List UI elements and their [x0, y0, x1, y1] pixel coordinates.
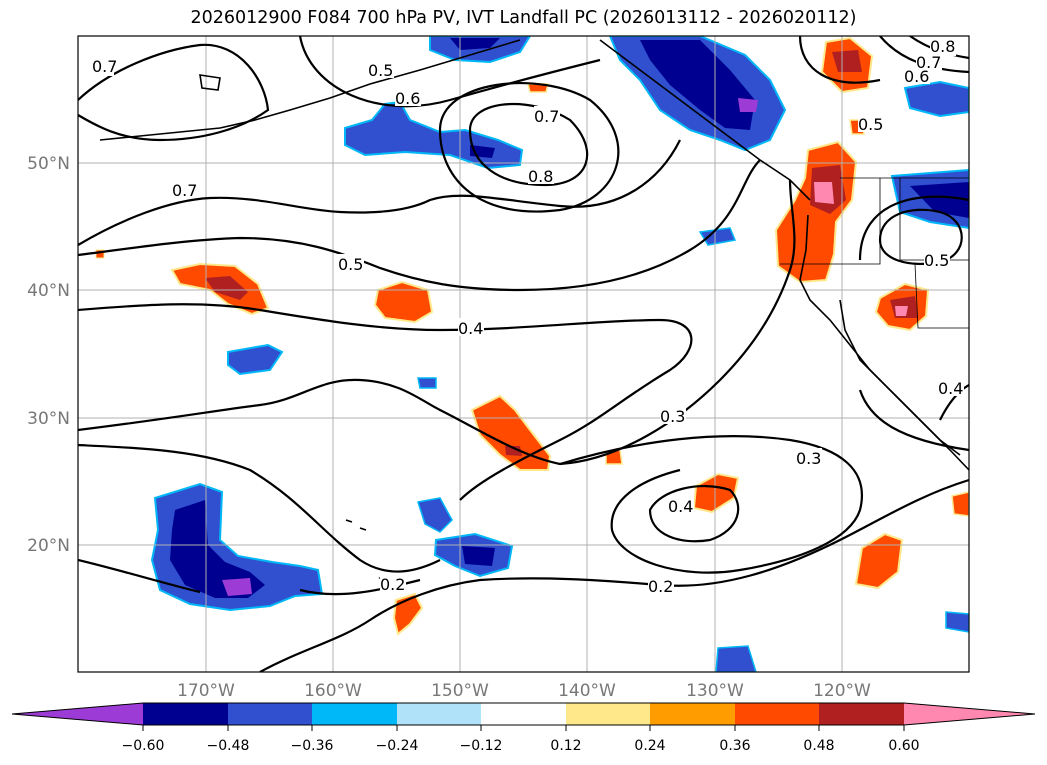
colorbar-bin — [312, 703, 397, 725]
lon-label-160w: 160°W — [304, 681, 362, 701]
pv-shading — [95, 36, 969, 672]
lon-label-140w: 140°W — [558, 681, 616, 701]
contour-label: 0.4 — [458, 319, 483, 338]
contour-label: 0.5 — [338, 255, 363, 274]
contour-label: 0.7 — [534, 107, 559, 126]
colorbar-bin — [228, 703, 312, 725]
colorbar-tick: −0.60 — [122, 738, 165, 754]
colorbar-bin — [566, 703, 650, 725]
colorbar-bin — [650, 703, 735, 725]
contour-label: 0.7 — [92, 57, 117, 76]
contour-label: 0.6 — [904, 67, 929, 86]
lon-label-170w: 170°W — [177, 681, 235, 701]
lat-label-20n: 20°N — [27, 536, 70, 556]
colorbar-extend-right — [904, 703, 1035, 725]
contour-label: 0.5 — [858, 115, 883, 134]
contour-label: 0.3 — [660, 407, 685, 426]
lon-label-150w: 150°W — [431, 681, 489, 701]
lat-labels: 50°N 40°N 30°N 20°N — [27, 154, 70, 556]
colorbar-bin — [819, 703, 904, 725]
plot-frame — [77, 35, 970, 673]
contour-labels: 0.7 0.5 0.6 0.7 0.8 0.7 0.5 0.4 0.3 0.3 … — [92, 37, 964, 596]
map-title: 2026012900 F084 700 hPa PV, IVT Landfall… — [190, 8, 857, 28]
contour-label: 0.7 — [916, 53, 941, 72]
contour-label: 0.3 — [796, 449, 821, 468]
contour-label: 0.8 — [930, 37, 955, 56]
colorbar-bin — [143, 703, 228, 725]
colorbar-tick: 0.48 — [803, 738, 834, 754]
colorbar-bin — [481, 703, 566, 725]
lat-label-50n: 50°N — [27, 154, 70, 174]
colorbar-extend-left — [12, 703, 143, 725]
colorbar-tick: −0.48 — [207, 738, 250, 754]
colorbar-tick: 0.12 — [550, 738, 581, 754]
colorbar-tick: −0.24 — [376, 738, 419, 754]
colorbar: −0.60 −0.48 −0.36 −0.24 −0.12 0.12 0.24 … — [11, 702, 1036, 754]
contour-label: 0.8 — [528, 167, 553, 186]
colorbar-tick: −0.12 — [460, 738, 503, 754]
contour-label: 0.5 — [924, 251, 949, 270]
contour-label: 0.4 — [668, 497, 693, 516]
lat-label-40n: 40°N — [27, 281, 70, 301]
contour-label: 0.6 — [395, 89, 420, 108]
lon-label-130w: 130°W — [686, 681, 744, 701]
contour-label: 0.2 — [648, 577, 673, 596]
contour-label: 0.5 — [368, 61, 393, 80]
colorbar-bin — [735, 703, 819, 725]
lon-label-120w: 120°W — [813, 681, 871, 701]
colorbar-tick: 0.36 — [719, 738, 750, 754]
lon-labels: 170°W 160°W 150°W 140°W 130°W 120°W — [177, 681, 871, 701]
colorbar-tick: 0.60 — [888, 738, 919, 754]
colorbar-bin — [397, 703, 481, 725]
lat-label-30n: 30°N — [27, 409, 70, 429]
contour-label: 0.2 — [380, 575, 405, 594]
colorbar-tick: −0.36 — [291, 738, 334, 754]
colorbar-tick: 0.24 — [634, 738, 665, 754]
contour-label: 0.4 — [938, 379, 963, 398]
contour-label: 0.7 — [172, 181, 197, 200]
